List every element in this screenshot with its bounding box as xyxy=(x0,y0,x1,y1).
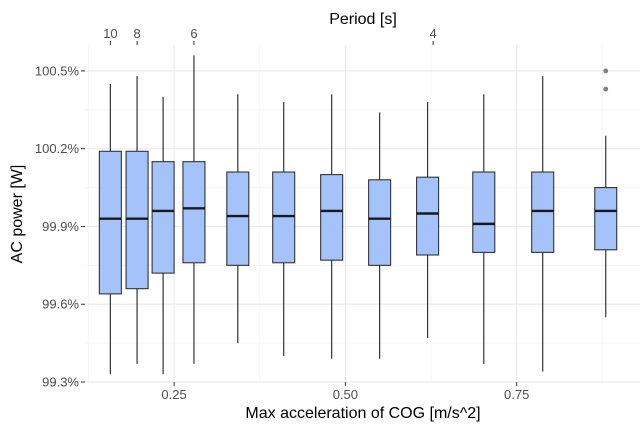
top-tick-label: 6 xyxy=(190,26,197,41)
box xyxy=(531,171,555,253)
outlier-point xyxy=(603,86,609,92)
outlier-point xyxy=(603,68,609,74)
box xyxy=(182,161,206,264)
box xyxy=(226,171,250,266)
x-axis-title: Max acceleration of COG [m/s^2] xyxy=(245,405,480,422)
top-axis-title: Period [s] xyxy=(329,11,397,28)
box xyxy=(98,150,122,295)
axes-layer: 99.3% 99.6% 99.9% 100.2% 100.5% 0.25 0.50 0.75 1… xyxy=(35,26,529,402)
box-group xyxy=(182,55,206,364)
box xyxy=(472,171,496,253)
y-axis-title: AC power [W] xyxy=(9,165,26,264)
y-tick-label: 99.6% xyxy=(42,297,79,312)
x-tick-label: 0.25 xyxy=(161,387,186,402)
box-group xyxy=(531,76,555,372)
boxes-layer xyxy=(98,55,618,375)
top-tick-label: 10 xyxy=(103,26,117,41)
box xyxy=(594,187,618,251)
box xyxy=(320,174,344,261)
x-tick-label: 0.50 xyxy=(333,387,358,402)
box-group xyxy=(368,112,392,359)
box-group xyxy=(226,94,250,344)
box-group xyxy=(98,83,122,375)
box-group xyxy=(320,94,344,359)
y-tick-label: 99.9% xyxy=(42,219,79,234)
box xyxy=(368,179,392,266)
y-tick-label: 100.5% xyxy=(35,63,80,78)
box xyxy=(151,161,175,274)
box xyxy=(272,171,296,264)
box-group xyxy=(125,76,149,364)
box xyxy=(416,176,440,256)
box-group xyxy=(472,94,496,364)
box-group xyxy=(594,68,618,318)
y-tick-label: 100.2% xyxy=(35,141,80,156)
box xyxy=(125,150,149,290)
box-group xyxy=(416,102,440,338)
box-group xyxy=(151,96,175,375)
box-group xyxy=(272,102,296,357)
x-tick-label: 0.75 xyxy=(504,387,529,402)
top-tick-label: 8 xyxy=(133,26,140,41)
y-tick-label: 99.3% xyxy=(42,375,79,390)
top-tick-label: 4 xyxy=(429,26,436,41)
